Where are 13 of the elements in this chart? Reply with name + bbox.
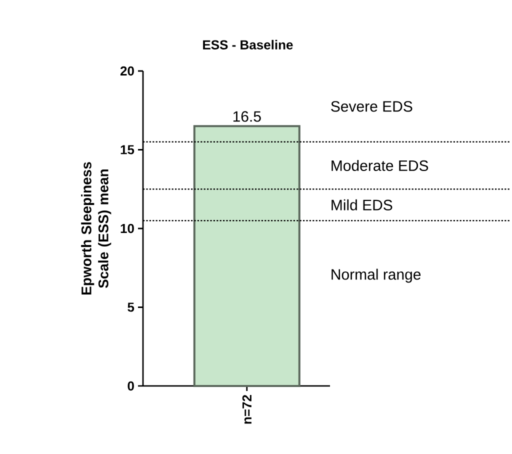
y-tick-label: 10: [120, 224, 134, 234]
text: Severe EDS: [331, 101, 412, 112]
y-axis-title: Epworth Sleepiness Scale (ESS) mean: [81, 162, 112, 294]
chart-title: ESS - Baseline: [203, 40, 293, 50]
text: Normal range: [332, 268, 421, 283]
y-tick-label: 0: [128, 381, 134, 391]
y-tick-label: 15: [120, 145, 134, 154]
data-label: 16.5: [233, 111, 261, 122]
text: Mild EDS: [332, 199, 392, 210]
text: Moderate EDS: [332, 160, 428, 171]
y-tick-label: 20: [120, 66, 134, 76]
x-tick-label: n=72: [242, 395, 252, 424]
y-tick-label: 5: [128, 302, 134, 312]
